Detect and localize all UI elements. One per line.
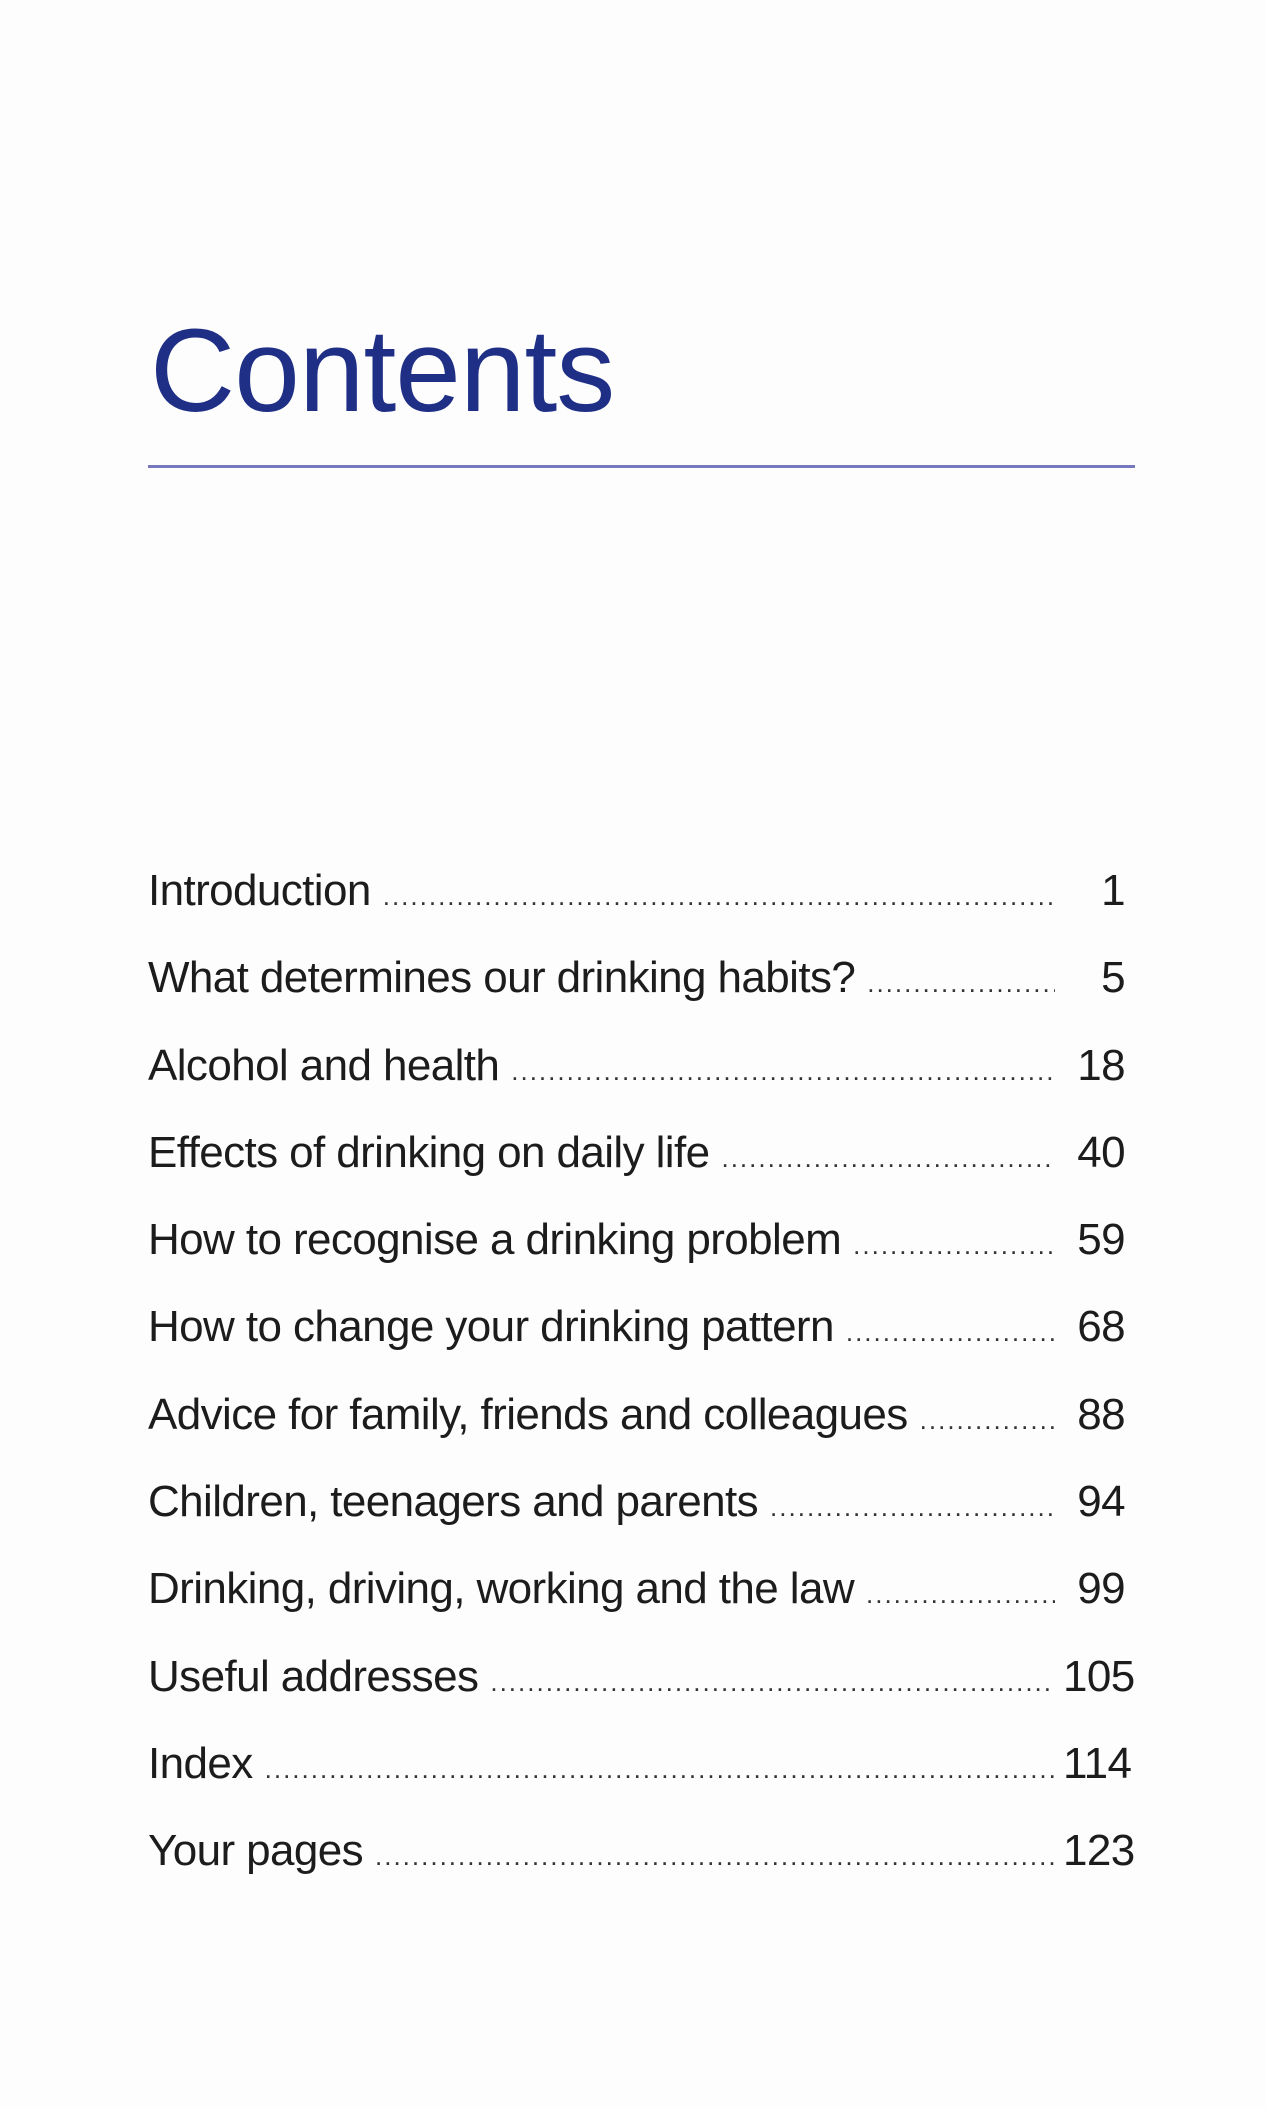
dot-leader xyxy=(846,1317,1055,1348)
toc-entry[interactable]: Alcohol and health 18 xyxy=(148,1040,1126,1128)
toc-entry[interactable]: Your pages 123 xyxy=(148,1826,1135,1913)
table-of-contents: Introduction 1 What determines our drinki… xyxy=(148,866,1135,1914)
toc-entry[interactable]: Introduction 1 xyxy=(148,866,1126,953)
toc-entry[interactable]: Useful addresses 105 xyxy=(148,1651,1135,1739)
toc-entry-page: 68 xyxy=(1077,1302,1125,1352)
dot-leader xyxy=(265,1754,1055,1785)
toc-entry-page: 99 xyxy=(1077,1564,1125,1614)
dot-leader xyxy=(866,1579,1055,1610)
toc-entry-page: 18 xyxy=(1077,1040,1125,1090)
dot-leader xyxy=(770,1492,1055,1523)
toc-entry-label: Introduction xyxy=(148,866,371,915)
toc-entry-label: How to recognise a drinking problem xyxy=(148,1215,842,1265)
toc-entry-label: Index xyxy=(148,1738,253,1788)
toc-entry-label: How to change your drinking pattern xyxy=(148,1302,834,1352)
toc-entry-page: 105 xyxy=(1063,1651,1135,1701)
dot-leader xyxy=(853,1230,1055,1261)
dot-leader xyxy=(490,1667,1055,1698)
toc-entry-page: 94 xyxy=(1077,1477,1125,1527)
toc-entry-page: 1 xyxy=(1101,866,1125,915)
title-rule xyxy=(148,465,1135,468)
page-title: Contents xyxy=(150,305,615,437)
dot-leader xyxy=(920,1405,1055,1436)
toc-entry-page: 114 xyxy=(1063,1738,1132,1788)
toc-entry-page: 123 xyxy=(1063,1826,1135,1876)
dot-leader xyxy=(511,1056,1055,1087)
dot-leader xyxy=(721,1143,1055,1174)
toc-entry-page: 88 xyxy=(1077,1389,1125,1439)
toc-entry-label: Your pages xyxy=(148,1826,364,1876)
toc-entry-page: 59 xyxy=(1077,1215,1125,1265)
toc-entry-label: Effects of drinking on daily life xyxy=(148,1127,710,1177)
toc-entry-label: What determines our drinking habits? xyxy=(148,953,856,1003)
toc-entry[interactable]: What determines our drinking habits? 5 xyxy=(148,953,1126,1040)
toc-entry[interactable]: How to change your drinking pattern 68 xyxy=(148,1302,1126,1389)
toc-entry[interactable]: Effects of drinking on daily life 40 xyxy=(148,1127,1126,1215)
dot-leader xyxy=(383,881,1055,912)
toc-entry[interactable]: Index 114 xyxy=(148,1738,1132,1826)
toc-entry-label: Useful addresses xyxy=(148,1651,479,1701)
toc-entry[interactable]: Children, teenagers and parents 94 xyxy=(148,1477,1126,1564)
toc-entry-label: Advice for family, friends and colleague… xyxy=(148,1389,908,1439)
toc-entry-label: Drinking, driving, working and the law xyxy=(148,1564,855,1614)
toc-entry[interactable]: Advice for family, friends and colleague… xyxy=(148,1389,1126,1477)
toc-entry-page: 5 xyxy=(1101,953,1125,1003)
toc-entry-page: 40 xyxy=(1077,1127,1125,1177)
dot-leader xyxy=(867,968,1055,999)
toc-entry-label: Children, teenagers and parents xyxy=(148,1477,759,1527)
toc-entry[interactable]: How to recognise a drinking problem 59 xyxy=(148,1215,1126,1302)
dot-leader xyxy=(375,1841,1055,1872)
toc-entry[interactable]: Drinking, driving, working and the law 99 xyxy=(148,1564,1126,1651)
toc-entry-label: Alcohol and health xyxy=(148,1040,500,1090)
